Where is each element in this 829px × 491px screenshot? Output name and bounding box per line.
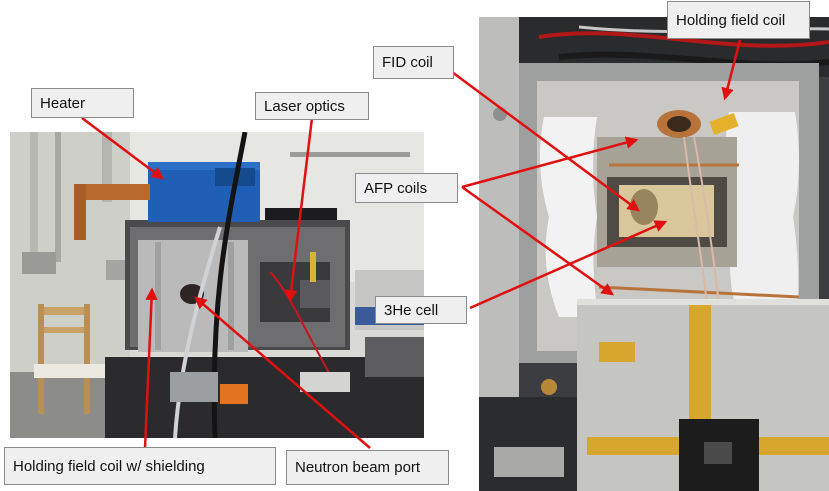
label-afp-coils: AFP coils — [355, 173, 458, 203]
label-holding-field-coil-shielding: Holding field coil w/ shielding — [4, 447, 276, 485]
right-photo — [479, 17, 829, 491]
label-laser-optics: Laser optics — [255, 92, 369, 120]
label-heater: Heater — [31, 88, 134, 118]
label-fid-coil: FID coil — [373, 46, 454, 79]
label-neutron-beam-port: Neutron beam port — [286, 450, 449, 485]
label-holding-field-coil-top: Holding field coil — [667, 1, 810, 39]
label-he3-cell: 3He cell — [375, 296, 467, 324]
